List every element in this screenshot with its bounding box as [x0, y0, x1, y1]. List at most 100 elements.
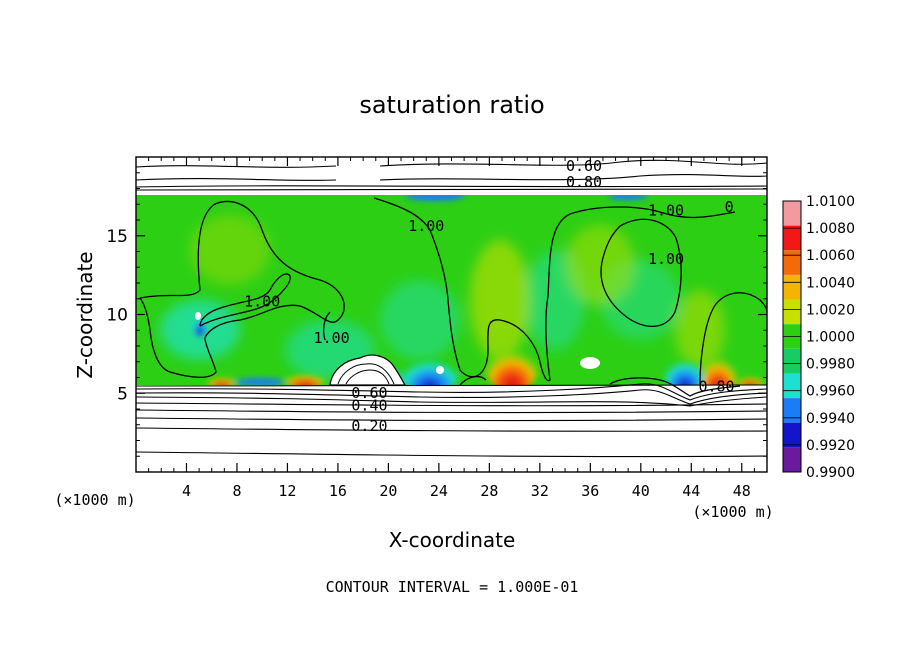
hot-plume: [283, 368, 327, 385]
colorbar-swatch: [783, 201, 801, 226]
x-tick-label: 44: [682, 482, 700, 500]
contour-line: [699, 292, 768, 385]
dry-patch: [580, 357, 600, 369]
contour-label: 1.00: [244, 293, 280, 311]
contour-label: 0: [725, 198, 734, 216]
contour-line: [600, 218, 682, 327]
contour-line: [459, 375, 487, 386]
x-tick-label: 24: [430, 482, 448, 500]
colorbar-swatch: [783, 447, 801, 472]
x-axis: 4 8 12 16 20 24 28 32 36 40 44 48: [148, 157, 755, 500]
colorbar-label: 1.0000: [806, 330, 855, 346]
contour-line: [135, 427, 768, 432]
colorbar-swatch: [783, 274, 801, 300]
colorbar-label: 1.0100: [806, 194, 855, 210]
y-tick-label: 5: [117, 384, 128, 404]
y-axis-label: Z-coordinate: [73, 251, 97, 378]
colorbar-label: 1.0060: [806, 248, 855, 264]
x-tick-label: 20: [379, 482, 397, 500]
colorbar-label: 1.0040: [806, 275, 855, 291]
x-tick-label: 36: [581, 482, 599, 500]
cold-plume: [235, 378, 285, 385]
contour-line: [135, 402, 768, 407]
colorbar-label: 0.9920: [806, 438, 855, 454]
dry-patch: [195, 312, 201, 320]
contour-line: [199, 273, 291, 327]
yellow-region: [190, 215, 270, 285]
contour-label: 1.00: [648, 250, 684, 268]
colorbar-label: 0.9940: [806, 411, 855, 427]
x-tick-label: 8: [232, 482, 241, 500]
contour-line: [135, 396, 768, 407]
colorbar-swatch: [783, 250, 801, 275]
chart-title: saturation ratio: [359, 91, 544, 119]
contour-label: 1.00: [408, 217, 444, 235]
contour-label: 0.60: [566, 157, 602, 175]
dry-bulge-contour: [337, 363, 395, 385]
contour-label: 0.60: [351, 384, 387, 402]
colorbar-label: 0.9900: [806, 465, 855, 481]
contour-line: [135, 159, 768, 168]
hot-plume: [735, 372, 765, 385]
x-tick-label: 28: [480, 482, 498, 500]
contour-label: 0.40: [351, 397, 387, 415]
x-unit-right: (×1000 m): [692, 503, 773, 521]
contour-line: [135, 185, 768, 188]
contour-line: [135, 409, 768, 414]
lower-contours: [135, 383, 768, 458]
x-axis-label: X-coordinate: [389, 528, 516, 552]
y-axis: 5 10 15: [106, 172, 767, 457]
x-unit-left: (×1000 m): [54, 491, 135, 509]
colorbar-label: 0.9960: [806, 384, 855, 400]
contour-labels: 0.600.801.001.00 01.001.001.000.800.600.4…: [244, 157, 734, 435]
cold-plume: [405, 195, 465, 201]
hot-plume: [698, 342, 738, 385]
y-tick-label: 10: [106, 306, 128, 326]
contour-line: [135, 389, 768, 405]
colorbar-label: 1.0020: [806, 302, 855, 318]
unity-contours: [139, 197, 768, 397]
upper-contours: [135, 159, 768, 191]
saturation-field: [136, 195, 767, 385]
hot-plume: [484, 332, 540, 385]
contour-line: [135, 383, 768, 401]
colorbar-label: 1.0080: [806, 221, 855, 237]
contour-label: 1.00: [314, 329, 350, 347]
colorbar-swatch: [783, 225, 801, 251]
colorbar-swatch: [783, 348, 801, 374]
dry-bulge-contour: [345, 369, 390, 385]
contour-line: [135, 451, 768, 458]
colorbar-swatch: [783, 398, 801, 423]
contour-label: 0.80: [698, 378, 734, 396]
cold-plume: [608, 195, 648, 200]
colorbar: 1.0100 1.0080 1.0060 1.0040 1.0020 1.0000 0.99…: [782, 194, 855, 481]
colorbar-swatch: [783, 422, 801, 448]
x-tick-label: 32: [531, 482, 549, 500]
x-tick-label: 4: [182, 482, 191, 500]
cold-plume: [192, 308, 208, 336]
cold-plume: [400, 346, 460, 385]
x-tick-label: 16: [329, 482, 347, 500]
x-tick-label: 40: [632, 482, 650, 500]
dry-patch: [436, 366, 444, 374]
contour-line: [139, 200, 345, 378]
hot-plume: [206, 372, 238, 385]
x-tick-label: 12: [278, 482, 296, 500]
yellow-region: [565, 225, 635, 305]
contour-line: [373, 197, 736, 382]
contour-label: 1.00: [648, 201, 684, 219]
contour-line: [135, 174, 768, 181]
cyan-region: [380, 280, 460, 360]
colorbar-swatch: [783, 299, 801, 325]
colorbar-label: 0.9980: [806, 357, 855, 373]
colorbar-swatch: [783, 373, 801, 399]
yellow-region: [470, 240, 530, 360]
contour-line: [609, 377, 741, 397]
plot-area: 0.600.801.001.00 01.001.001.000.800.600.4…: [135, 156, 768, 473]
contour-line: [135, 417, 768, 422]
contour-interval-footer: CONTOUR INTERVAL = 1.000E-01: [326, 578, 579, 596]
contour-label: 0.20: [351, 417, 387, 435]
x-tick-label: 48: [733, 482, 751, 500]
y-tick-label: 15: [106, 227, 128, 247]
